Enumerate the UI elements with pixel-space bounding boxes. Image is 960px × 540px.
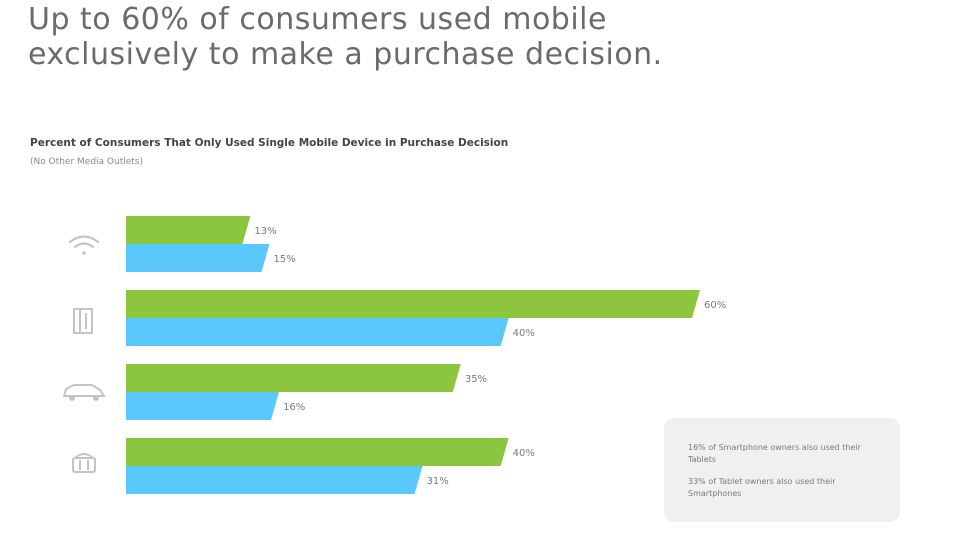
bar-labels-group: 13% 15% 60% 40% 35% 16% 40% 31% bbox=[254, 226, 726, 487]
bar-label-series2-cat3: 16% bbox=[283, 402, 305, 413]
bars-group bbox=[126, 216, 700, 494]
bar-label-series1-cat2: 60% bbox=[704, 300, 726, 311]
bar-series2-cat3 bbox=[126, 392, 280, 420]
chart-subtitle: (No Other Media Outlets) bbox=[30, 157, 144, 167]
bar-label-series2-cat2: 40% bbox=[513, 328, 535, 339]
bar-series1-cat3 bbox=[126, 364, 461, 392]
note-box: 16% of Smartphone owners also used their… bbox=[664, 418, 900, 522]
bar-label-series2-cat1: 15% bbox=[274, 254, 296, 265]
shopping-bag-icon bbox=[73, 308, 93, 334]
chart-title: Percent of Consumers That Only Used Sing… bbox=[30, 137, 509, 149]
car-icon bbox=[62, 384, 106, 401]
basket-icon bbox=[72, 453, 96, 473]
headline: Up to 60% of consumers used mobile exclu… bbox=[28, 2, 663, 72]
bar-label-series1-cat4: 40% bbox=[513, 448, 535, 459]
note-line-1: 16% of Smartphone owners also used their… bbox=[688, 443, 861, 464]
bar-label-series2-cat4: 31% bbox=[427, 476, 449, 487]
bar-label-series1-cat3: 35% bbox=[465, 374, 487, 385]
bar-series1-cat1 bbox=[126, 216, 251, 244]
bar-series1-cat4 bbox=[126, 438, 509, 466]
bar-series1-cat2 bbox=[126, 290, 700, 318]
bar-series2-cat4 bbox=[126, 466, 423, 494]
note-line-2: 33% of Tablet owners also used their Sma… bbox=[688, 477, 836, 498]
bar-label-series1-cat1: 13% bbox=[254, 226, 276, 237]
bar-series2-cat2 bbox=[126, 318, 509, 346]
category-icons bbox=[62, 235, 106, 473]
wifi-icon bbox=[68, 235, 100, 255]
bar-series2-cat1 bbox=[126, 244, 270, 272]
